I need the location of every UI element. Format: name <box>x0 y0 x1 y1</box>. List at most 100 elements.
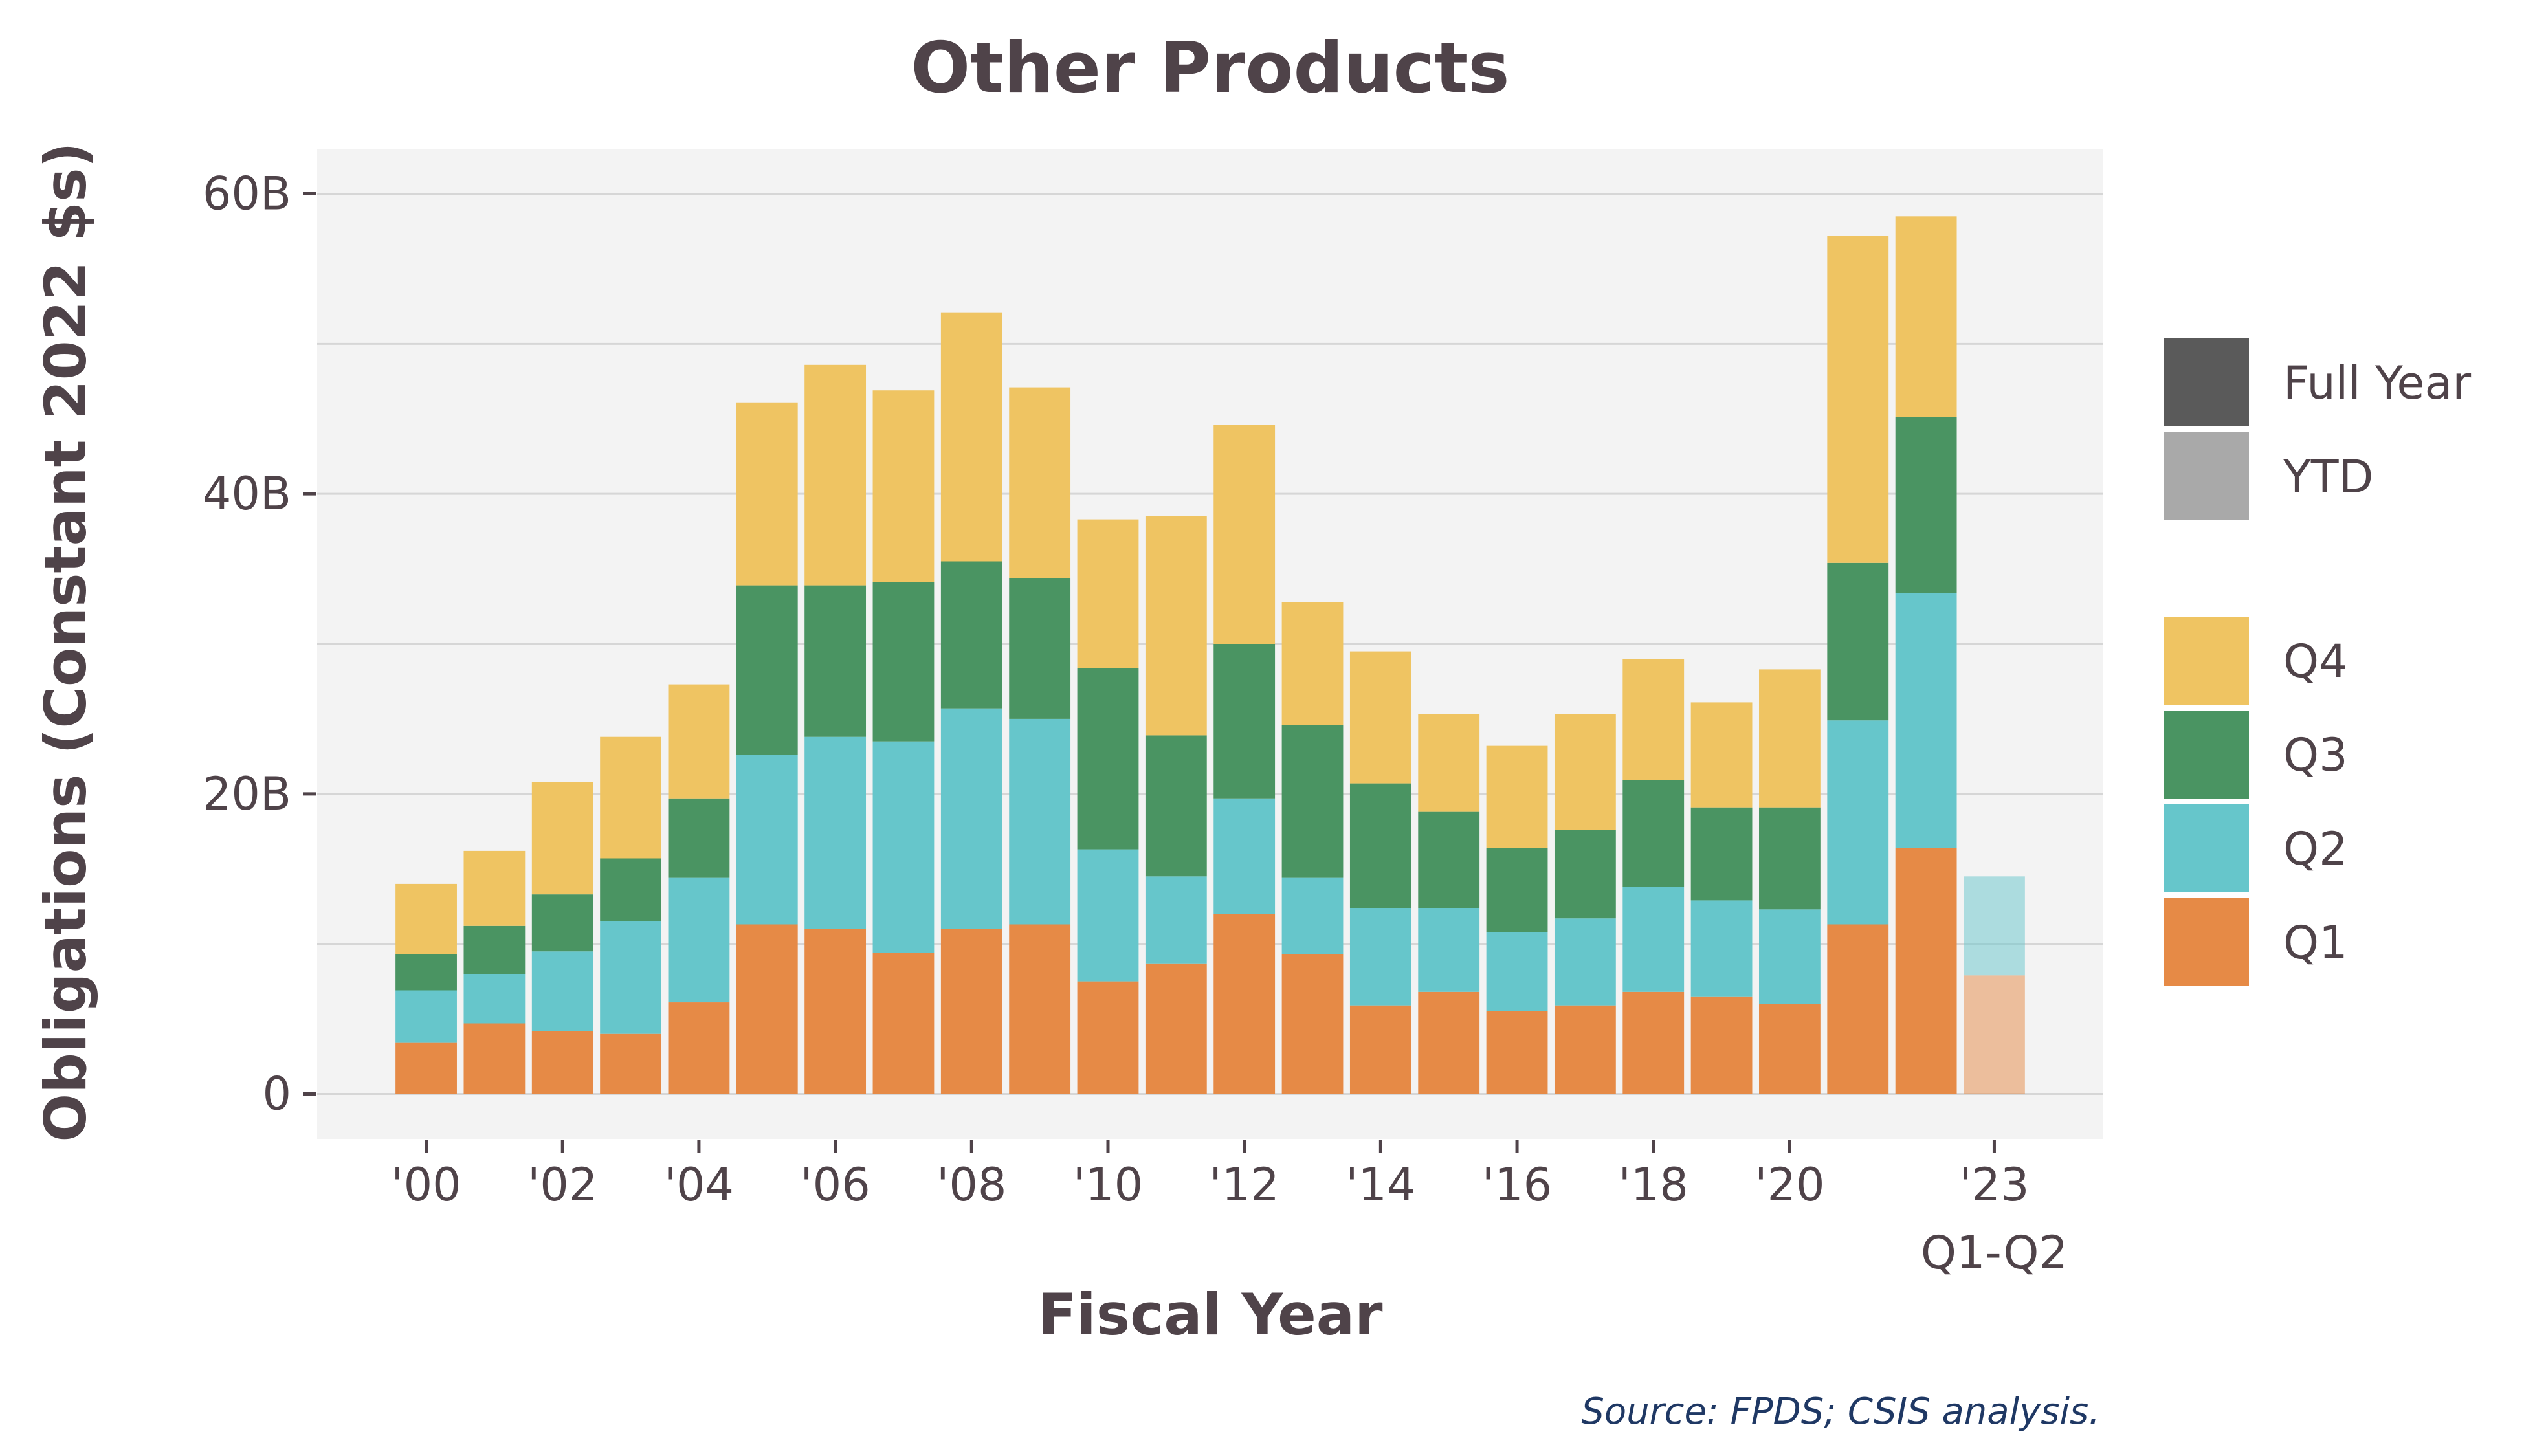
legend-label-period: YTD <box>2283 450 2373 503</box>
x-tick-label: '06 <box>800 1158 870 1211</box>
bar-q4-2022 <box>1895 216 1957 417</box>
source-caption: Source: FPDS; CSIS analysis. <box>1581 1391 2100 1433</box>
bar-q4-2006 <box>804 364 867 586</box>
bar-q4-2001 <box>463 850 526 926</box>
bar-q3-2000 <box>395 954 457 991</box>
bar-q1-2017 <box>1554 1005 1616 1094</box>
bar-q3-2022 <box>1895 417 1957 593</box>
bar-q3-2014 <box>1349 783 1411 908</box>
legend-label-series: Q3 <box>2283 729 2348 782</box>
y-tick-label: 0 <box>262 1067 291 1120</box>
bar-q2-2019 <box>1690 900 1753 997</box>
bar-q3-2011 <box>1145 735 1207 877</box>
bar-q3-2013 <box>1281 725 1344 878</box>
x-tick-label: '14 <box>1345 1158 1415 1211</box>
x-tick-label: '04 <box>664 1158 734 1211</box>
legend-swatch-series <box>2160 894 2253 990</box>
x-tick-label: '02 <box>527 1158 597 1211</box>
x-tick-label: '23 <box>1959 1158 2029 1211</box>
bar-q4-2008 <box>940 312 1002 562</box>
bar-q4-2011 <box>1145 516 1207 736</box>
bar-q1-2000 <box>395 1042 457 1094</box>
bar-q3-2016 <box>1486 848 1548 932</box>
bar-q3-2019 <box>1690 807 1753 901</box>
legend-label-series: Q2 <box>2283 822 2348 876</box>
bar-q4-2009 <box>1009 387 1071 578</box>
bar-q3-2020 <box>1759 807 1821 910</box>
bar-q2-2016 <box>1486 932 1548 1011</box>
bar-q1-2014 <box>1349 1005 1411 1094</box>
bar-q1-2005 <box>736 924 798 1094</box>
bar-q1-2006 <box>804 929 867 1094</box>
x-tick-sublabel: Q1-Q2 <box>1921 1226 2068 1279</box>
bar-q4-2012 <box>1213 425 1276 644</box>
x-tick-label: '16 <box>1482 1158 1552 1211</box>
bar-q3-2002 <box>531 894 593 952</box>
bar-q3-2006 <box>804 585 867 737</box>
bar-q4-2020 <box>1759 669 1821 808</box>
bar-q2-2004 <box>668 877 730 1003</box>
bar-q2-2015 <box>1418 908 1480 992</box>
bar-q2-2014 <box>1349 908 1411 1006</box>
bar-q2-2007 <box>872 741 935 953</box>
bar-q4-2015 <box>1418 714 1480 812</box>
bar-q4-2018 <box>1622 659 1685 780</box>
legend-swatch-series <box>2160 800 2253 896</box>
bar-q1-2012 <box>1213 914 1276 1094</box>
y-tick-label: 60B <box>203 168 291 221</box>
bar-q1-2013 <box>1281 954 1344 1094</box>
bar-q4-2021 <box>1827 236 1889 563</box>
bar-q3-2018 <box>1622 780 1685 887</box>
bar-q4-2005 <box>736 402 798 586</box>
bar-q2-2018 <box>1622 887 1685 992</box>
bar-q1-2020 <box>1759 1004 1821 1094</box>
bar-q1-2021 <box>1827 924 1889 1094</box>
bar-q4-2002 <box>531 782 593 895</box>
bar-q4-2016 <box>1486 745 1548 848</box>
bar-q4-2003 <box>600 736 661 859</box>
bar-q3-2010 <box>1077 668 1139 850</box>
bar-q3-2003 <box>600 858 661 921</box>
bar-q2-2005 <box>736 755 798 925</box>
legend-swatch-period <box>2160 428 2253 524</box>
bar-q2-2022 <box>1895 593 1957 848</box>
bar-q4-2017 <box>1554 714 1616 830</box>
bar-q2-2017 <box>1554 918 1616 1006</box>
bar-q4-2010 <box>1077 519 1139 668</box>
bar-q1-2011 <box>1145 963 1207 1094</box>
bar-q1-2004 <box>668 1002 730 1094</box>
bar-q2-2000 <box>395 990 457 1043</box>
bar-q2-2001 <box>463 974 526 1024</box>
bar-q2-2012 <box>1213 798 1276 914</box>
x-tick-label: '20 <box>1755 1158 1824 1211</box>
bar-q1-2002 <box>531 1031 593 1094</box>
bar-q2-2008 <box>940 708 1002 929</box>
bar-q4-2014 <box>1349 651 1411 784</box>
bar-q3-2009 <box>1009 578 1071 719</box>
y-tick-label: 40B <box>203 467 291 520</box>
x-tick-label: '12 <box>1210 1158 1279 1211</box>
y-tick-label: 20B <box>203 767 291 821</box>
bar-q2-2002 <box>531 951 593 1031</box>
legend-swatch-series <box>2160 613 2253 709</box>
legend: Full Year YTD Q4 Q3 Q2 Q1 <box>2160 335 2471 990</box>
y-axis-title: Obligations (Constant 2022 $s) <box>32 142 99 1142</box>
bar-q2-2006 <box>804 736 867 929</box>
x-tick-label: '10 <box>1073 1158 1143 1211</box>
bar-q3-2017 <box>1554 830 1616 919</box>
bar-q3-2005 <box>736 585 798 755</box>
x-tick-label: '18 <box>1619 1158 1688 1211</box>
bar-q4-2007 <box>872 390 935 582</box>
bar-q3-2007 <box>872 582 935 742</box>
bar-q3-2004 <box>668 798 730 878</box>
bar-q1-2003 <box>600 1033 661 1094</box>
bar-q4-2000 <box>395 883 457 954</box>
bar-q1-2009 <box>1009 924 1071 1094</box>
bar-q4-2004 <box>668 684 730 799</box>
legend-label-period: Full Year <box>2283 357 2471 410</box>
chart-title: Other Products <box>911 28 1509 109</box>
x-axis: '00 '02 '04 '06 '08 '10 '12 '14 '16 '18 '20 '23 Q1-Q… <box>391 1140 2068 1279</box>
x-axis-title: Fiscal Year <box>1037 1281 1383 1348</box>
bar-q2-2023 <box>1964 876 2025 976</box>
